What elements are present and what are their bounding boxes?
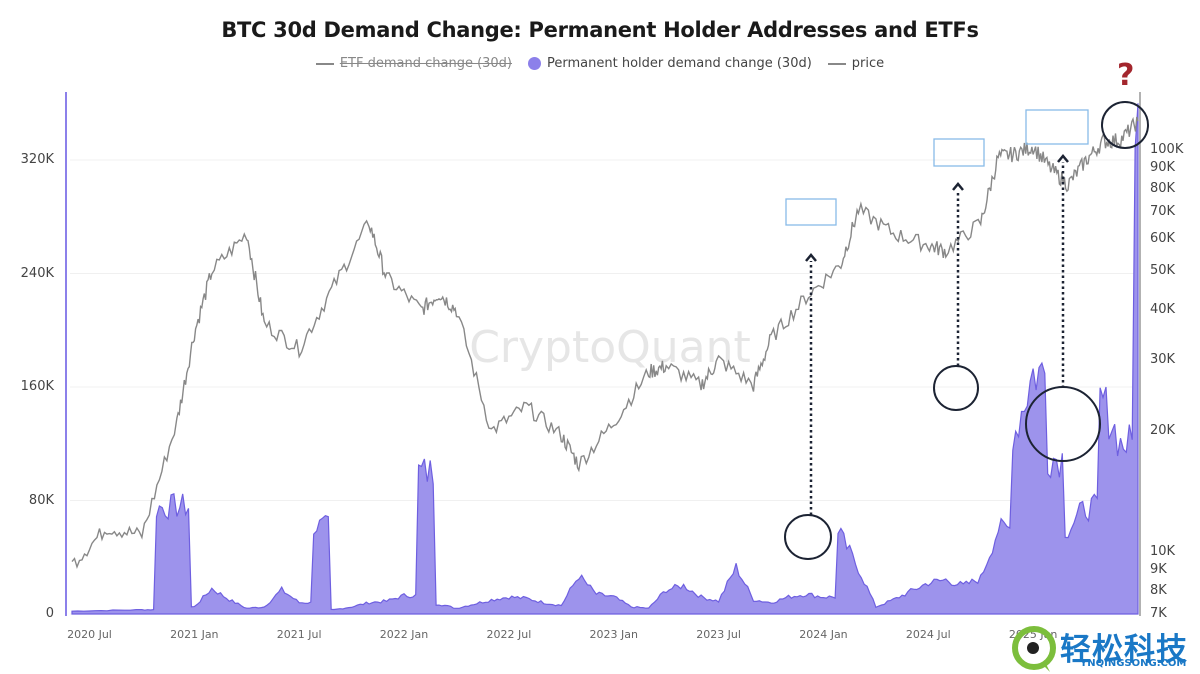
eye-logo-icon — [1012, 626, 1056, 672]
annotation-circle — [1101, 101, 1149, 149]
y-tick-right: 20K — [1150, 422, 1176, 438]
legend-label-price: price — [851, 56, 885, 71]
highlight-box — [1025, 109, 1089, 145]
watermark-text: CryptoQuant — [469, 322, 751, 373]
x-tick: 2022 Jan — [379, 628, 429, 641]
x-tick: 2020 Jul — [67, 628, 112, 641]
circle-swatch-icon — [528, 57, 542, 70]
arrow-head-icon — [805, 253, 817, 262]
y-tick-left: 320K — [20, 152, 54, 167]
permanent-holder-area — [71, 103, 1139, 615]
legend-item-etf[interactable]: ETF demand change (30d) — [315, 56, 513, 71]
x-tick: 2021 Jul — [276, 628, 322, 641]
arrow-head-icon — [952, 182, 964, 191]
x-tick: 2021 Jan — [170, 628, 219, 641]
chart-title: BTC 30d Demand Change: Permanent Holder … — [221, 18, 979, 42]
y-tick-right: 40K — [1150, 301, 1176, 317]
annotation-circle — [784, 514, 832, 560]
legend-item-price[interactable]: price — [827, 56, 885, 71]
x-tick: 2022 Jul — [486, 628, 532, 641]
y-tick-right: 9K — [1150, 562, 1167, 578]
line-swatch-icon — [315, 62, 334, 65]
highlight-box — [785, 198, 837, 226]
x-tick: 2023 Jul — [696, 628, 741, 641]
y-tick-left: 160K — [20, 379, 54, 394]
y-tick-right: 100K — [1150, 142, 1184, 157]
highlight-box — [933, 138, 985, 167]
site-logo-en: YNQINGSONG.COM — [1080, 658, 1187, 669]
y-tick-right: 30K — [1150, 352, 1176, 368]
y-tick-right: 80K — [1150, 180, 1176, 196]
legend-label-etf: ETF demand change (30d) — [339, 56, 513, 71]
annotations — [784, 101, 1149, 560]
y-tick-left: 0 — [45, 606, 54, 621]
legend-item-permanent-holder[interactable]: Permanent holder demand change (30d) — [528, 56, 812, 71]
line-swatch-icon — [827, 62, 846, 65]
x-tick: 2023 Jan — [589, 628, 638, 641]
y-tick-right: 10K — [1150, 543, 1176, 559]
price-line — [71, 116, 1139, 570]
y-tick-left: 240K — [20, 265, 54, 281]
y-tick-right: 70K — [1150, 204, 1176, 220]
y-tick-right: 50K — [1150, 262, 1176, 278]
x-tick: 2024 Jul — [905, 628, 951, 641]
site-logo-cn: 轻松科技 — [1060, 631, 1188, 668]
question-mark-annotation: ? — [1117, 58, 1135, 93]
y-tick-right: 90K — [1150, 160, 1176, 176]
legend-label-permanent-holder: Permanent holder demand change (30d) — [547, 56, 812, 71]
chart-legend: ETF demand change (30d) Permanent holder… — [0, 56, 1200, 71]
x-tick: 2024 Jan — [799, 628, 848, 641]
site-logo: 轻松科技 — [1012, 626, 1188, 674]
y-tick-right: 60K — [1150, 231, 1176, 247]
y-tick-left: 80K — [28, 492, 54, 508]
y-tick-right: 7K — [1150, 606, 1167, 621]
y-tick-right: 8K — [1150, 582, 1167, 598]
annotation-circle — [933, 365, 979, 411]
arrow-head-icon — [1057, 154, 1069, 163]
